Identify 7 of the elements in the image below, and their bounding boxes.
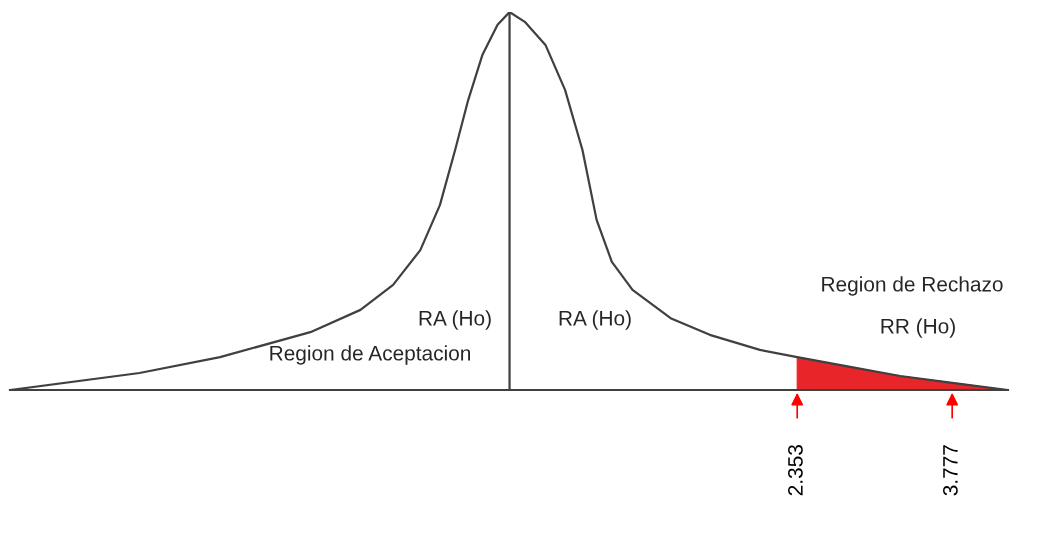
- annotation: RA (Ho): [419, 310, 491, 330]
- annotation: RR (Ho): [881, 318, 955, 338]
- annotation: Region de Aceptacion: [270, 345, 470, 365]
- x-tick-label: 3.777: [943, 445, 958, 496]
- annotation: RA (Ho): [559, 310, 631, 330]
- x-tick-label: 2.353: [788, 445, 803, 496]
- annotation: Region de Rechazo: [822, 276, 1003, 296]
